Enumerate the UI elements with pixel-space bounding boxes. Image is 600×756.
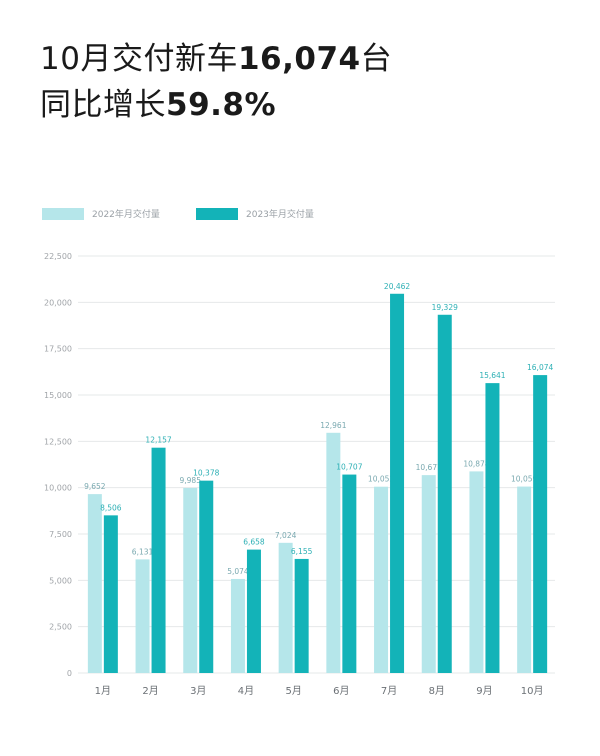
x-category-label: 8月 (429, 685, 445, 697)
y-tick-label: 5,000 (49, 576, 72, 585)
legend-swatch-2023 (196, 207, 238, 220)
data-label-2023: 10,707 (336, 463, 362, 472)
data-label-2022: 9,985 (180, 476, 202, 485)
bar-2023 (390, 293, 405, 673)
data-label-2022: 6,131 (132, 547, 154, 556)
x-category-label: 6月 (333, 685, 349, 697)
data-label-2022: 7,024 (275, 531, 297, 540)
data-label-2022: 10,878 (463, 459, 489, 468)
x-category-label: 5月 (285, 685, 301, 697)
bar-2022 (183, 487, 198, 673)
data-label-2023: 12,157 (145, 436, 171, 445)
data-label-2022: 10,052 (368, 475, 394, 484)
data-label-2023: 8,506 (100, 503, 122, 512)
bar-2022 (326, 432, 341, 673)
legend-label-2023: 2023年月交付量 (246, 210, 314, 220)
bar-2022 (374, 486, 389, 673)
data-label-2022: 5,074 (227, 567, 249, 576)
bar-2022 (87, 494, 102, 673)
y-tick-label: 15,000 (44, 391, 72, 400)
y-tick-label: 0 (67, 669, 72, 678)
data-label-2022: 9,652 (84, 482, 106, 491)
y-tick-label: 10,000 (44, 484, 72, 493)
data-label-2023: 10,378 (193, 469, 219, 478)
x-category-label: 3月 (190, 685, 206, 697)
headline-line2-prefix: 同比增长 (40, 87, 166, 123)
bar-2023 (342, 474, 357, 673)
y-tick-label: 17,500 (44, 345, 72, 354)
bar-2022 (230, 578, 245, 673)
headline-line-1: 10月交付新车16,074台 (40, 36, 392, 82)
bar-2022 (421, 475, 436, 673)
legend-label-2022: 2022年月交付量 (92, 210, 160, 220)
x-category-label: 10月 (521, 685, 544, 697)
data-label-2023: 20,462 (384, 282, 410, 291)
bar-2023 (485, 383, 500, 673)
bar-2022 (278, 542, 293, 673)
bar-2022 (135, 559, 150, 673)
headline-growth-rate: 59.8% (166, 87, 277, 123)
y-tick-label: 2,500 (49, 623, 72, 632)
bar-2023 (294, 558, 309, 673)
data-label-2022: 12,961 (320, 421, 346, 430)
headline-line1-prefix: 10月交付新车 (40, 41, 238, 77)
headline-line-2: 同比增长59.8% (40, 82, 392, 128)
data-label-2023: 6,155 (291, 547, 313, 556)
y-tick-label: 20,000 (44, 298, 72, 307)
y-tick-label: 12,500 (44, 437, 72, 446)
data-label-2022: 10,059 (511, 475, 537, 484)
x-category-label: 4月 (238, 685, 254, 697)
legend-item-2022: 2022年月交付量 (42, 207, 160, 220)
y-tick-label: 22,500 (44, 252, 72, 261)
legend-item-2023: 2023年月交付量 (196, 207, 314, 220)
data-label-2023: 15,641 (479, 371, 505, 380)
x-category-label: 2月 (142, 685, 158, 697)
data-label-2023: 6,658 (243, 538, 265, 547)
bar-2022 (517, 486, 532, 673)
legend-swatch-2022 (42, 207, 84, 220)
data-label-2023: 16,074 (527, 363, 553, 372)
x-category-label: 1月 (95, 685, 111, 697)
bar-2023 (437, 314, 452, 673)
data-label-2022: 10,677 (416, 463, 442, 472)
bar-2023 (199, 480, 214, 673)
headline-delivery-count: 16,074 (237, 41, 361, 77)
data-label-2023: 19,329 (432, 303, 458, 312)
headline: 10月交付新车16,074台 同比增长59.8% (40, 36, 392, 128)
headline-line1-suffix: 台 (360, 41, 393, 77)
bar-2022 (469, 471, 484, 673)
bar-2023 (151, 447, 166, 673)
x-category-label: 9月 (476, 685, 492, 697)
bar-2023 (246, 549, 261, 673)
y-tick-label: 7,500 (49, 530, 72, 539)
bar-2023 (533, 375, 548, 673)
bar-2023 (103, 515, 118, 673)
x-category-label: 7月 (381, 685, 397, 697)
